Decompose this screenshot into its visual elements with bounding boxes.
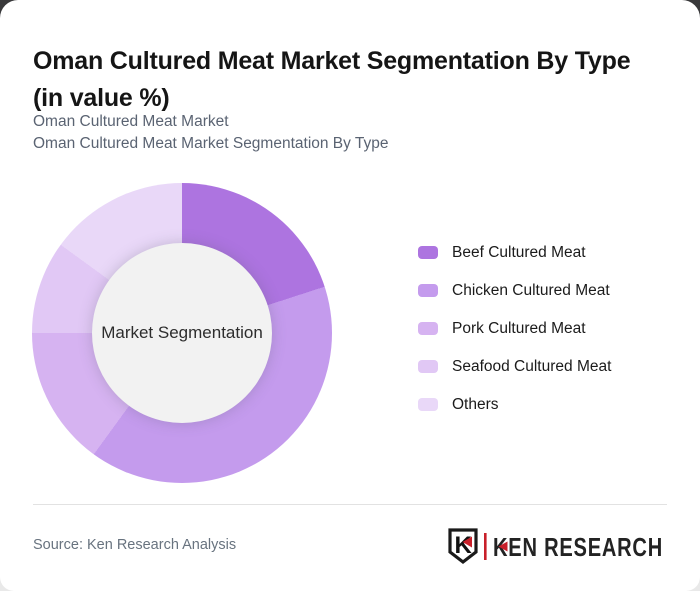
footer-divider xyxy=(33,504,667,505)
logo-separator xyxy=(484,533,487,560)
legend-label: Beef Cultured Meat xyxy=(452,243,586,261)
source-note: Source: Ken Research Analysis xyxy=(33,537,237,553)
donut-center: Market Segmentation xyxy=(92,243,272,423)
legend-item: Chicken Cultured Meat xyxy=(418,278,611,303)
title-line2: (in value %) xyxy=(33,83,170,112)
legend-item: Beef Cultured Meat xyxy=(418,240,611,265)
legend-swatch xyxy=(418,246,438,259)
logo-shield-icon: K xyxy=(448,528,478,565)
chart-subtitle: Oman Cultured Meat Market Oman Cultured … xyxy=(33,111,653,154)
legend-item: Pork Cultured Meat xyxy=(418,316,611,341)
legend-swatch xyxy=(418,284,438,297)
legend-item: Seafood Cultured Meat xyxy=(418,354,611,379)
subtitle-line1: Oman Cultured Meat Market xyxy=(33,113,229,130)
legend-swatch xyxy=(418,398,438,411)
logo-badge-triangle-icon xyxy=(462,536,472,548)
logo-wordmark: KEN RESEARCH xyxy=(493,532,663,562)
legend-label: Chicken Cultured Meat xyxy=(452,281,610,299)
legend-item: Others xyxy=(418,392,611,417)
logo-wordmark-triangle-icon xyxy=(498,541,508,552)
logo-badge-letter: K xyxy=(455,532,473,559)
legend-swatch xyxy=(418,322,438,335)
legend-swatch xyxy=(418,360,438,373)
legend: Beef Cultured Meat Chicken Cultured Meat P… xyxy=(418,240,611,430)
legend-label: Others xyxy=(452,395,499,413)
subtitle-line2: Oman Cultured Meat Market Segmentation B… xyxy=(33,134,389,152)
ken-research-logo: K KEN RESEARCH xyxy=(448,528,663,565)
title-line1: Oman Cultured Meat Market Segmentation B… xyxy=(33,46,631,75)
donut-center-label: Market Segmentation xyxy=(101,323,263,342)
page-title: Oman Cultured Meat Market Segmentation B… xyxy=(33,43,673,117)
legend-label: Seafood Cultured Meat xyxy=(452,357,612,375)
legend-label: Pork Cultured Meat xyxy=(452,319,586,337)
donut-chart: Market Segmentation xyxy=(32,183,332,483)
